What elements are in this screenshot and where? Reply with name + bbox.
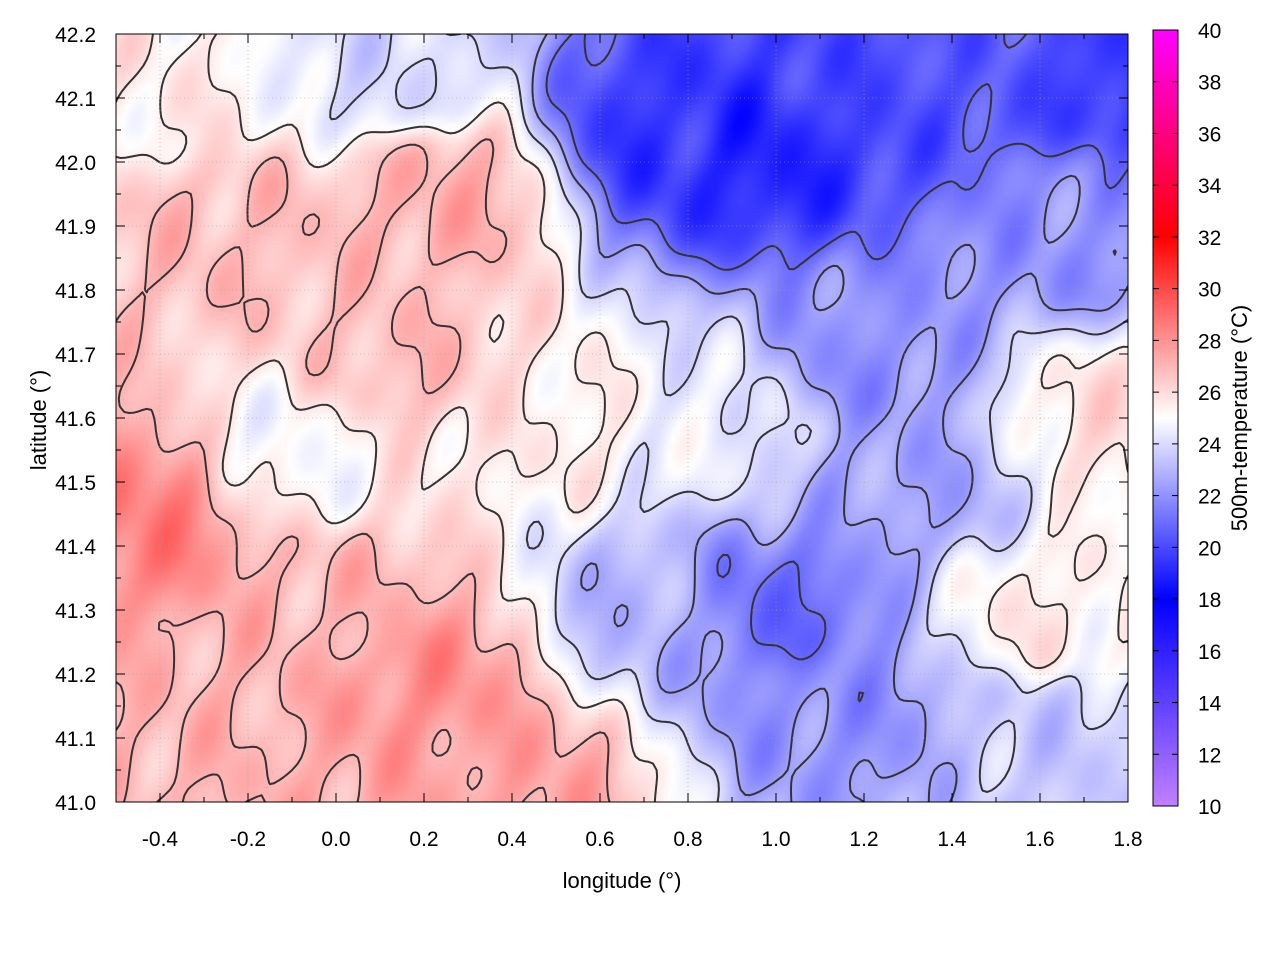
colorbar-tick-label: 26 <box>1198 382 1221 405</box>
colorbar-ticks: 10 12 14 16 18 20 22 24 26 28 30 32 34 36 38 40 <box>1153 20 1222 819</box>
colorbar-tick-label: 10 <box>1198 796 1221 819</box>
y-axis-ticks: 41.0 41.1 41.2 41.3 41.4 41.5 41.6 41.7 41.8 41.9… <box>55 24 1128 815</box>
x-tick-label: -0.2 <box>230 828 266 851</box>
colorbar-tick-label: 38 <box>1198 72 1221 95</box>
x-tick-label: 0.8 <box>673 828 702 851</box>
colorbar <box>1152 29 1179 807</box>
y-tick-label: 41.7 <box>55 344 96 367</box>
contour-line <box>531 34 1128 802</box>
x-tick-label: -0.4 <box>142 828 179 851</box>
contour-line <box>545 34 1128 703</box>
colorbar-tick-label: 24 <box>1198 434 1222 457</box>
colorbar-tick-label: 40 <box>1198 20 1221 43</box>
y-tick-label: 42.1 <box>55 88 96 111</box>
colorbar-tick-label: 12 <box>1198 744 1221 767</box>
colorbar-tick-label: 14 <box>1198 693 1222 716</box>
contour-line <box>116 34 1128 802</box>
contour-line <box>116 138 611 802</box>
contour-lines <box>116 34 1128 802</box>
y-tick-label: 41.3 <box>55 600 96 623</box>
y-tick-label: 41.4 <box>55 536 96 559</box>
colorbar-tick-label: 30 <box>1198 279 1221 302</box>
y-tick-label: 42.0 <box>55 152 96 175</box>
colorbar-tick-label: 18 <box>1198 589 1221 612</box>
y-tick-label: 41.6 <box>55 408 96 431</box>
y-axis-title: latitude (°) <box>26 370 51 471</box>
y-tick-label: 41.2 <box>55 664 96 687</box>
colorbar-tick-label: 16 <box>1198 641 1221 664</box>
colorbar-tick-label: 34 <box>1198 175 1222 198</box>
contour-line <box>329 34 1128 802</box>
y-tick-label: 41.5 <box>55 472 96 495</box>
y-tick-label: 41.9 <box>55 216 96 239</box>
colorbar-tick-label: 28 <box>1198 330 1221 353</box>
x-tick-label: 0.6 <box>585 828 614 851</box>
x-tick-label: 0.2 <box>409 828 438 851</box>
x-tick-label: 1.4 <box>937 828 967 851</box>
plot-grid <box>116 33 1129 803</box>
colorbar-tick-label: 20 <box>1198 537 1221 560</box>
x-axis-title: longitude (°) <box>563 868 682 893</box>
y-tick-label: 41.1 <box>55 728 96 751</box>
x-tick-label: 1.2 <box>849 828 878 851</box>
y-tick-label: 41.0 <box>55 792 96 815</box>
x-tick-label: 1.8 <box>1113 828 1142 851</box>
x-tick-label: 0.0 <box>321 828 350 851</box>
y-tick-label: 41.8 <box>55 280 96 303</box>
x-tick-label: 1.0 <box>761 828 790 851</box>
x-tick-label: 0.4 <box>497 828 527 851</box>
x-axis-ticks: -0.4 -0.2 0.0 0.2 0.4 0.6 0.8 1.0 1.2 1.4 1.6 1.8 <box>115 34 1143 851</box>
colorbar-tick-label: 32 <box>1198 227 1221 250</box>
colorbar-title: 500m-temperature (°C) <box>1227 305 1252 531</box>
colorbar-tick-label: 22 <box>1198 486 1221 509</box>
y-tick-label: 42.2 <box>55 24 96 47</box>
colorbar-tick-label: 36 <box>1198 123 1221 146</box>
x-tick-label: 1.6 <box>1025 828 1054 851</box>
